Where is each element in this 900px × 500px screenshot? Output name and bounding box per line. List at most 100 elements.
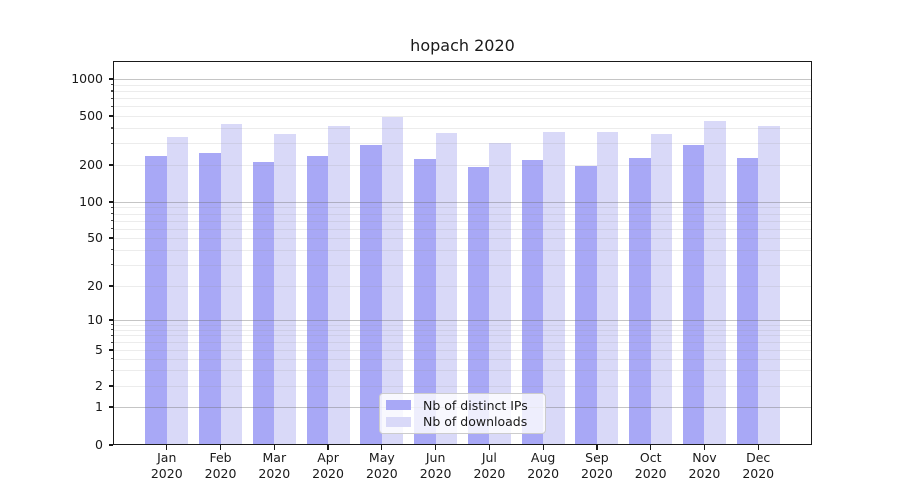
bar-dec-distinct-ips (736, 157, 759, 445)
y-tick-label: 100 (79, 194, 103, 209)
bar-may-distinct-ips (360, 145, 382, 445)
legend: Nb of distinct IPs Nb of downloads (379, 393, 546, 434)
x-tick-label-mar: Mar 2020 (258, 450, 291, 481)
gridline (113, 264, 812, 266)
x-tick-mark (435, 445, 437, 450)
y-tick-label: 20 (87, 278, 103, 293)
gridline (113, 213, 812, 215)
gridline (113, 98, 812, 100)
y-minor-tick-mark (110, 329, 113, 331)
y-tick-label: 500 (79, 108, 103, 123)
gridline (113, 207, 812, 209)
gridline (113, 249, 812, 251)
y-minor-tick-mark (110, 228, 113, 230)
y-tick-mark (108, 237, 113, 239)
y-minor-tick-mark (110, 341, 113, 343)
x-tick-mark (650, 445, 652, 450)
bar-jul-distinct-ips (467, 166, 490, 445)
y-tick-mark (108, 285, 113, 287)
bar-feb-downloads (220, 124, 243, 445)
bar-sep-distinct-ips (575, 166, 597, 445)
x-tick-mark (273, 445, 275, 450)
y-tick-mark (108, 406, 113, 408)
x-tick-label-dec: Dec 2020 (742, 450, 775, 481)
x-tick-label-jan: Jan 2020 (150, 450, 183, 481)
gridline (113, 202, 812, 203)
x-tick-label-jul: Jul 2020 (473, 450, 506, 481)
x-tick-label-apr: Apr 2020 (312, 450, 344, 481)
legend-item-downloads: Nb of downloads (386, 414, 537, 429)
gridline (113, 90, 812, 92)
y-tick-mark (108, 349, 113, 351)
y-minor-tick-mark (110, 90, 113, 92)
x-tick-label-oct: Oct 2020 (634, 450, 667, 481)
gridline (113, 370, 812, 372)
x-tick-mark (596, 445, 598, 450)
bar-jan-distinct-ips (145, 156, 167, 445)
bar-dec-downloads (758, 126, 780, 445)
y-minor-tick-mark (110, 249, 113, 251)
legend-label: Nb of downloads (423, 414, 528, 430)
x-tick-label-aug: Aug 2020 (527, 450, 560, 481)
x-tick-label-sep: Sep 2020 (581, 450, 613, 481)
y-tick-mark (108, 164, 113, 166)
gridline (113, 324, 812, 326)
y-tick-label: 5 (95, 341, 103, 357)
bar-aug-downloads (543, 132, 565, 445)
y-minor-tick-mark (110, 127, 113, 129)
gridline (113, 220, 812, 222)
y-tick-label: 10 (87, 312, 103, 327)
y-tick-label: 1000 (71, 70, 103, 86)
y-tick-label: 200 (79, 156, 103, 172)
gridline (113, 238, 812, 239)
x-tick-mark (219, 445, 222, 450)
bar-jun-downloads (435, 133, 458, 445)
gridline (113, 106, 812, 108)
y-minor-tick-mark (110, 84, 113, 86)
y-tick-mark (108, 385, 113, 387)
y-minor-tick-mark (110, 369, 113, 371)
legend-item-distinct-ips: Nb of distinct IPs (386, 398, 537, 413)
y-minor-tick-mark (110, 358, 113, 360)
x-tick-mark (542, 445, 544, 450)
legend-swatch-distinct-ips-icon (386, 400, 411, 411)
y-minor-tick-mark (110, 264, 113, 266)
bar-sep-downloads (596, 131, 619, 445)
y-tick-mark (108, 319, 113, 321)
bar-oct-downloads (650, 134, 673, 445)
y-minor-tick-mark (110, 97, 113, 99)
y-tick-mark (108, 444, 113, 446)
gridline (113, 84, 812, 86)
x-tick-label-may: May 2020 (365, 450, 398, 481)
bar-nov-downloads (704, 120, 726, 445)
bars-layer (113, 61, 812, 445)
gridline (113, 286, 812, 287)
gridline (113, 385, 812, 387)
x-tick-label-feb: Feb 2020 (204, 450, 237, 481)
x-tick-mark (488, 445, 490, 450)
bar-oct-distinct-ips (629, 157, 651, 445)
gridline (113, 164, 812, 166)
gridline (113, 320, 812, 321)
bar-mar-downloads (274, 134, 296, 445)
y-minor-tick-mark (110, 213, 113, 215)
legend-label: Nb of distinct IPs (423, 397, 528, 413)
y-tick-label: 1 (95, 398, 103, 414)
gridlines-layer (113, 61, 812, 445)
gridline (113, 143, 812, 145)
y-tick-mark (108, 201, 113, 203)
x-tick-label-jun: Jun 2020 (419, 450, 452, 481)
y-minor-tick-mark (110, 206, 113, 209)
bar-jul-downloads (489, 142, 511, 445)
y-tick-label: 2 (95, 377, 103, 393)
gridline (113, 116, 812, 117)
y-tick-mark (108, 115, 113, 117)
bar-may-downloads (381, 117, 404, 445)
gridline (113, 329, 812, 331)
gridline (113, 349, 812, 351)
y-minor-tick-mark (110, 220, 113, 222)
y-minor-tick-mark (110, 105, 113, 107)
x-tick-mark (327, 445, 329, 450)
x-tick-mark (703, 445, 706, 450)
